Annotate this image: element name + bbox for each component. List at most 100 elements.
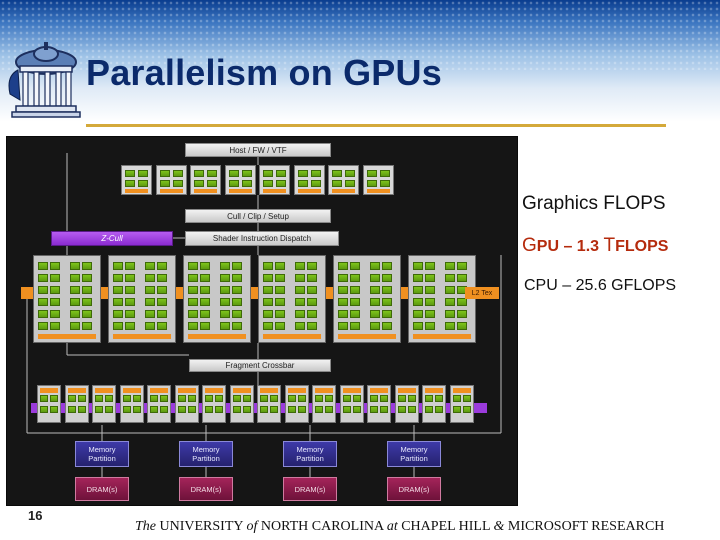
shader-core: [370, 395, 378, 402]
shader-core: [207, 170, 217, 177]
shader-core: [307, 322, 317, 330]
shader-core: [138, 180, 148, 187]
shader-core: [38, 286, 48, 294]
shader-core: [188, 286, 198, 294]
fragment-unit-top: [315, 388, 333, 393]
shader-core: [382, 286, 392, 294]
shader-core: [113, 322, 123, 330]
shader-core: [270, 406, 278, 413]
shader-core: [215, 395, 223, 402]
vertex-unit-base: [263, 189, 286, 193]
shader-core: [122, 395, 131, 402]
shader-core: [82, 286, 92, 294]
shader-core: [342, 395, 351, 402]
shader-core: [295, 310, 305, 318]
shader-core: [145, 298, 155, 306]
shader-core: [82, 262, 92, 270]
shader-core: [307, 274, 317, 282]
shader-core: [310, 180, 321, 187]
shader-core: [125, 170, 135, 177]
shader-cluster-cache: [338, 334, 396, 339]
shader-core: [382, 274, 392, 282]
cull-clip-setup-box: Cull / Clip / Setup: [185, 209, 331, 223]
shader-cluster: [258, 255, 326, 343]
shader-core: [172, 170, 183, 177]
shader-core: [220, 298, 230, 306]
shader-core: [350, 310, 360, 318]
shader-cluster-cache: [263, 334, 321, 339]
shader-instruction-dispatch-box: Shader Instruction Dispatch: [185, 231, 339, 246]
fragment-unit-top: [40, 388, 58, 393]
gpu-unit: FLOPS: [615, 238, 669, 255]
shader-core: [38, 274, 48, 282]
vertex-unit: [259, 165, 290, 195]
vertex-unit-base: [332, 189, 355, 193]
shader-core: [307, 298, 317, 306]
shader-core: [332, 180, 342, 187]
shader-core: [275, 262, 285, 270]
shader-core: [67, 395, 76, 402]
footer-microsoft: MICROSOFT RESEARCH: [504, 519, 665, 534]
shader-core: [370, 406, 378, 413]
shader-core: [325, 395, 333, 402]
shader-core: [315, 395, 323, 402]
shader-core: [370, 298, 380, 306]
shader-core: [232, 310, 242, 318]
fragment-unit-top: [397, 388, 416, 393]
shader-core: [232, 298, 242, 306]
shader-core: [207, 180, 217, 187]
shader-core: [125, 286, 135, 294]
fragment-unit: [284, 385, 309, 423]
shader-core: [145, 262, 155, 270]
shader-core: [425, 274, 435, 282]
shader-core: [77, 406, 86, 413]
fragment-unit-top: [260, 388, 278, 393]
shader-cluster: [33, 255, 101, 343]
footer-university: UNIVERSITY: [156, 519, 247, 534]
shader-core: [382, 262, 392, 270]
shader-core: [287, 406, 296, 413]
shader-core: [297, 180, 308, 187]
shader-core: [342, 406, 351, 413]
shader-core: [307, 262, 317, 270]
shader-core: [125, 310, 135, 318]
shader-core: [160, 406, 168, 413]
shader-core: [287, 395, 296, 402]
shader-core: [232, 395, 241, 402]
shader-core: [407, 395, 416, 402]
old-well-icon: [8, 42, 81, 118]
shader-core: [105, 406, 113, 413]
shader-core: [38, 298, 48, 306]
shader-core: [397, 406, 406, 413]
shader-core: [425, 310, 435, 318]
dram-box: DRAM(s): [179, 477, 233, 501]
shader-core: [82, 274, 92, 282]
shader-core: [452, 406, 461, 413]
fragment-unit-top: [452, 388, 471, 393]
fragment-unit: [174, 385, 199, 423]
shader-core: [187, 395, 196, 402]
vertex-unit: [121, 165, 152, 195]
shader-core: [157, 262, 167, 270]
shader-core: [338, 286, 348, 294]
gpu-architecture-diagram: Host / FW / VTF Cull / Clip / Setup Z-Cu…: [6, 136, 518, 506]
vertex-unit-base: [366, 189, 390, 193]
shader-core: [350, 262, 360, 270]
shader-core: [113, 262, 123, 270]
gpu-tera-initial: T: [603, 235, 616, 256]
shader-core: [425, 298, 435, 306]
shader-core: [260, 406, 268, 413]
footer-the: The: [135, 519, 156, 534]
shader-core: [113, 298, 123, 306]
shader-core: [263, 298, 273, 306]
shader-core: [263, 262, 273, 270]
shader-core: [232, 262, 242, 270]
shader-core: [70, 310, 80, 318]
footer-amp: &: [493, 519, 505, 534]
shader-core: [220, 310, 230, 318]
shader-core: [379, 180, 390, 187]
shader-core: [200, 286, 210, 294]
shader-core: [82, 310, 92, 318]
shader-core: [242, 406, 251, 413]
shader-core: [380, 406, 388, 413]
